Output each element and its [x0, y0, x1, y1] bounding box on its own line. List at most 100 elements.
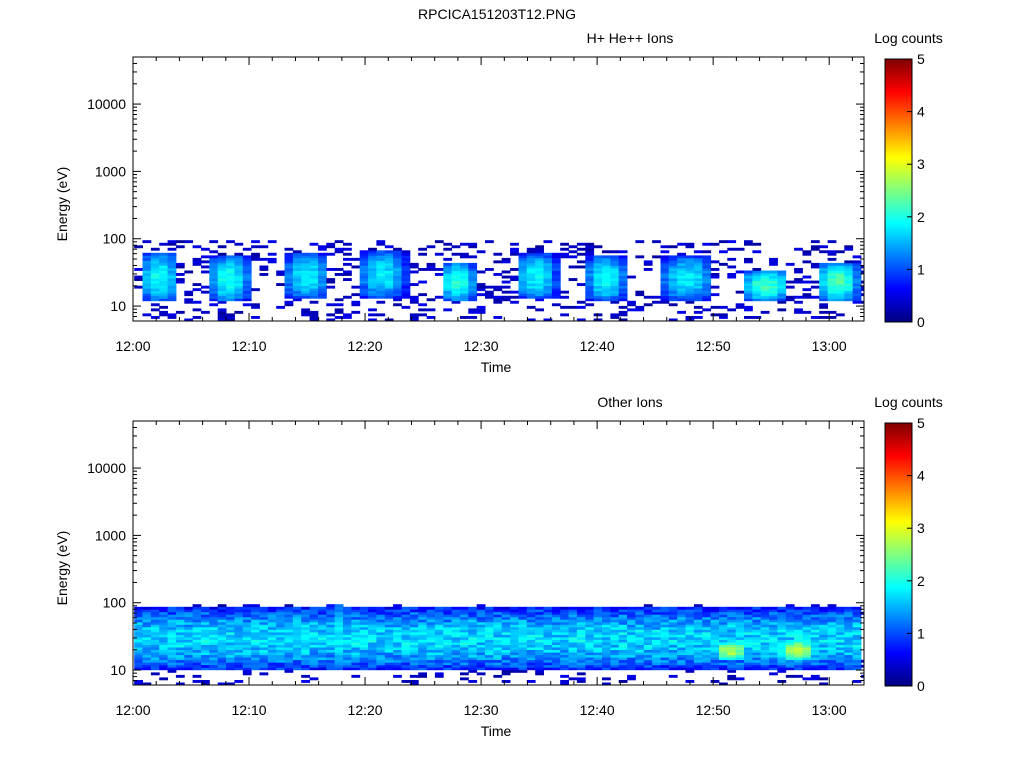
spectrogram-cell — [810, 619, 820, 623]
spectrogram-cell — [209, 619, 219, 623]
spectrogram-cell — [226, 614, 235, 618]
spectrogram-cell — [819, 273, 828, 276]
spectrogram-cell — [852, 637, 862, 640]
spectrogram-cell — [610, 614, 620, 618]
spectrogram-cell — [476, 659, 486, 663]
spectrogram-cell — [251, 667, 260, 671]
spectrogram-cell — [159, 288, 168, 292]
spectrogram-cell — [376, 614, 386, 618]
spectrogram-cell — [376, 652, 386, 656]
spectrogram-cell — [585, 621, 595, 625]
spectrogram-cell — [844, 659, 854, 663]
spectrogram-cell — [610, 285, 620, 289]
spectrogram-cell — [652, 642, 661, 645]
spectrogram-cell — [150, 265, 160, 269]
spectrogram-cell — [744, 654, 753, 658]
spectrogram-cell — [835, 659, 845, 663]
spectrogram-cell — [451, 644, 461, 648]
spectrogram-cell — [543, 619, 553, 623]
spectrogram-cell — [643, 642, 653, 645]
spectrogram-cell — [242, 262, 252, 266]
spectrogram-cell — [727, 257, 737, 261]
spectrogram-cell — [201, 637, 210, 640]
spectrogram-cell — [376, 278, 386, 281]
spectrogram-cell — [393, 606, 402, 610]
spectrogram-cell — [418, 654, 427, 658]
spectrogram-cell — [744, 257, 753, 261]
spectrogram-cell — [485, 285, 494, 289]
spectrogram-cell — [585, 619, 595, 623]
spectrogram-cell — [217, 626, 227, 630]
spectrogram-cell — [760, 280, 770, 284]
spectrogram-cell — [835, 290, 845, 294]
spectrogram-cell — [819, 316, 828, 319]
spectrogram-cell — [359, 654, 369, 658]
spectrogram-cell — [292, 626, 302, 630]
spectrogram-cell — [401, 616, 411, 620]
spectrogram-cell — [468, 662, 478, 666]
spectrogram-cell — [184, 657, 194, 661]
spectrogram-cell — [710, 275, 720, 279]
spectrogram-cell — [468, 280, 478, 284]
spectrogram-cell — [359, 288, 369, 292]
spectrogram-cell — [610, 634, 620, 638]
spectrogram-cell — [560, 680, 569, 683]
spectrogram-cell — [560, 629, 569, 633]
spectrogram-cell — [468, 659, 478, 663]
spectrogram-cell — [735, 629, 745, 633]
spectrogram-cell — [292, 632, 302, 635]
spectrogram-cell — [735, 621, 745, 625]
spectrogram-cell — [752, 639, 762, 643]
spectrogram-cell — [852, 634, 862, 638]
spectrogram-cell — [560, 664, 569, 668]
spectrogram-cell — [426, 639, 436, 643]
spectrogram-cell — [835, 614, 845, 618]
spectrogram-cell — [343, 247, 352, 251]
spectrogram-cell — [635, 647, 645, 650]
spectrogram-cell — [810, 632, 820, 635]
spectrogram-cell — [259, 649, 269, 653]
spectrogram-cell — [844, 262, 854, 266]
spectrogram-cell — [468, 298, 478, 302]
spectrogram-cell — [744, 629, 753, 633]
spectrogram-cell — [710, 621, 720, 625]
spectrogram-cell — [593, 280, 603, 284]
spectrogram-cell — [602, 632, 611, 635]
spectrogram-cell — [819, 262, 828, 266]
spectrogram-cell — [209, 639, 219, 643]
spectrogram-cell — [476, 649, 486, 653]
spectrogram-cell — [535, 270, 544, 274]
spectrogram-cell — [343, 649, 352, 653]
spectrogram-cell — [643, 619, 653, 623]
spectrogram-cell — [292, 611, 302, 615]
spectrogram-cell — [785, 606, 795, 610]
spectrogram-cell — [359, 295, 369, 299]
spectrogram-cell — [209, 293, 219, 297]
spectrogram-cell — [368, 664, 377, 668]
spectrogram-cell — [535, 268, 544, 271]
spectrogram-cell — [301, 283, 310, 286]
spectrogram-cell — [835, 632, 845, 635]
spectrogram-cell — [685, 273, 695, 276]
spectrogram-cell — [318, 621, 327, 625]
spectrogram-cell — [134, 614, 143, 618]
spectrogram-cell — [301, 275, 310, 279]
spectrogram-cell — [460, 654, 469, 658]
spectrogram-cell — [802, 652, 812, 656]
spectrogram-cell — [343, 606, 352, 610]
spectrogram-cell — [334, 644, 344, 648]
spectrogram-cell — [359, 252, 369, 256]
spectrogram-cell — [150, 280, 160, 284]
spectrogram-cell — [602, 644, 611, 648]
spectrogram-cell — [192, 260, 202, 264]
spectrogram-cell — [660, 626, 670, 630]
spectrogram-cell — [284, 657, 294, 661]
spectrogram-cell — [167, 632, 177, 635]
spectrogram-cell — [326, 242, 336, 246]
spectrogram-cell — [551, 621, 561, 625]
spectrogram-cell — [702, 642, 712, 645]
spectrogram-cell — [702, 632, 712, 635]
spectrogram-cell — [568, 667, 578, 671]
spectrogram-cell — [677, 260, 686, 264]
spectrogram-cell — [368, 621, 377, 625]
